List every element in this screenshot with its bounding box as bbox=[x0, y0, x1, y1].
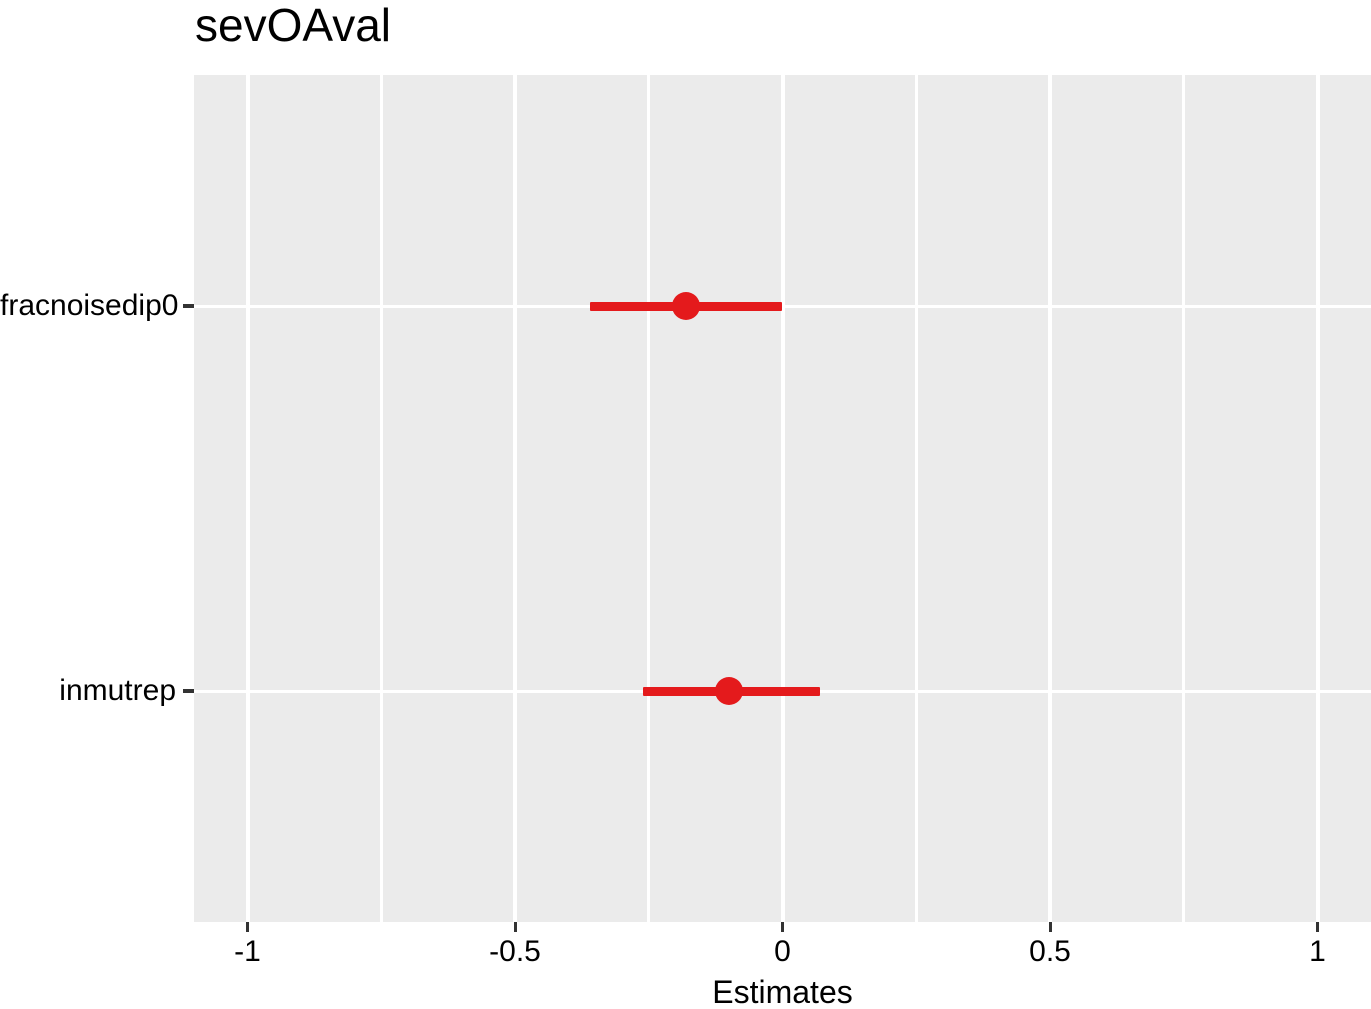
x-minor-gridline bbox=[379, 75, 383, 922]
x-axis-tick-label: 0.5 bbox=[1029, 935, 1071, 968]
x-axis-tick-label: 0 bbox=[774, 935, 791, 968]
x-axis-tick bbox=[1316, 922, 1319, 932]
x-major-gridline bbox=[1048, 75, 1052, 922]
x-minor-gridline bbox=[647, 75, 651, 922]
x-major-gridline bbox=[513, 75, 517, 922]
x-axis-tick bbox=[246, 922, 249, 932]
x-axis-tick-label: -1 bbox=[234, 935, 261, 968]
x-axis-tick-label: -0.5 bbox=[489, 935, 541, 968]
y-axis-tick-label: inmutrep bbox=[59, 674, 176, 707]
x-major-gridline bbox=[780, 75, 785, 922]
x-axis-tick bbox=[781, 922, 784, 932]
estimate-point bbox=[715, 677, 743, 705]
estimate-point bbox=[672, 292, 701, 320]
x-axis-tick bbox=[513, 922, 517, 932]
plot-panel bbox=[194, 75, 1371, 922]
y-major-gridline bbox=[194, 304, 1371, 308]
x-minor-gridline bbox=[1182, 75, 1186, 922]
y-axis-tick bbox=[183, 304, 194, 308]
plot-title: sevOAval bbox=[195, 0, 392, 51]
y-axis-tick-label: fracnoisedip0 bbox=[0, 289, 179, 322]
x-major-gridline bbox=[1315, 75, 1320, 922]
x-major-gridline bbox=[245, 75, 250, 922]
y-axis-tick bbox=[183, 689, 194, 693]
x-minor-gridline bbox=[914, 75, 918, 922]
x-axis-tick bbox=[1048, 922, 1052, 932]
x-axis-tick-label: 1 bbox=[1309, 935, 1326, 968]
x-axis-title: Estimates bbox=[712, 974, 853, 1009]
